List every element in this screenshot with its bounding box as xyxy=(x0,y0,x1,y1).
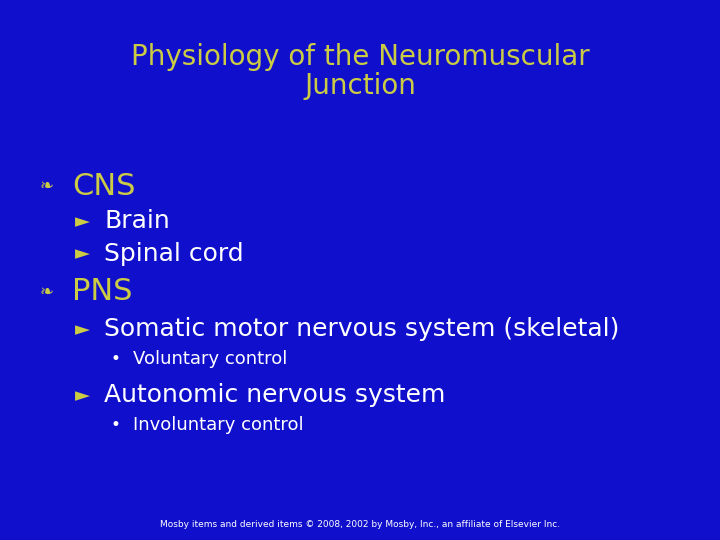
Text: Voluntary control: Voluntary control xyxy=(133,350,287,368)
Text: •: • xyxy=(110,416,120,434)
Text: CNS: CNS xyxy=(72,172,135,201)
Text: PNS: PNS xyxy=(72,277,132,306)
Text: ►: ► xyxy=(76,244,90,264)
Text: Junction: Junction xyxy=(304,72,416,100)
Text: ►: ► xyxy=(76,320,90,339)
Text: Somatic motor nervous system (skeletal): Somatic motor nervous system (skeletal) xyxy=(104,318,620,341)
Text: Autonomic nervous system: Autonomic nervous system xyxy=(104,383,446,407)
Text: Brain: Brain xyxy=(104,210,170,233)
Text: ❧: ❧ xyxy=(40,282,54,301)
Text: Involuntary control: Involuntary control xyxy=(133,416,304,434)
Text: Spinal cord: Spinal cord xyxy=(104,242,244,266)
Text: ►: ► xyxy=(76,386,90,405)
Text: ❧: ❧ xyxy=(40,177,54,195)
Text: Physiology of the Neuromuscular: Physiology of the Neuromuscular xyxy=(130,43,590,71)
Text: •: • xyxy=(110,350,120,368)
Text: Mosby items and derived items © 2008, 2002 by Mosby, Inc., an affiliate of Elsev: Mosby items and derived items © 2008, 20… xyxy=(160,521,560,529)
Text: ►: ► xyxy=(76,212,90,231)
